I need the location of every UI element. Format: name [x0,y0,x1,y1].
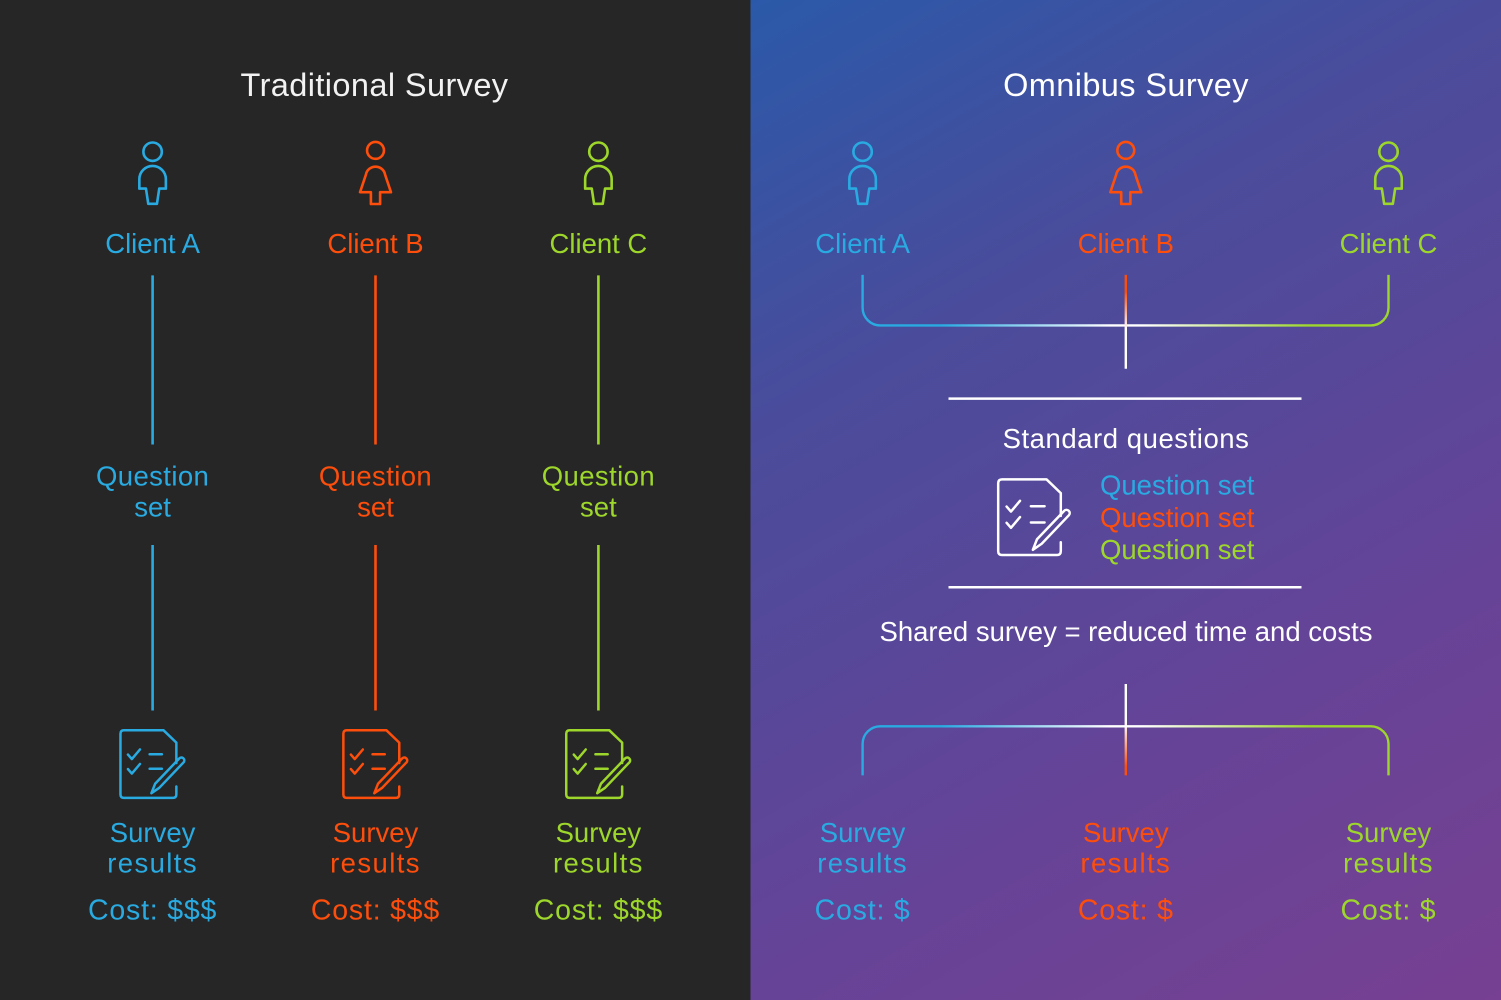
svg-text:results: results [1343,848,1434,879]
svg-text:Client C: Client C [1340,228,1438,259]
svg-text:Client A: Client A [105,228,200,259]
svg-text:Survey: Survey [333,817,419,848]
svg-text:Question: Question [319,461,432,492]
svg-text:Cost: $$$: Cost: $$$ [534,895,663,927]
svg-text:results: results [107,848,198,879]
svg-text:Client A: Client A [815,228,910,259]
svg-text:Cost: $$$: Cost: $$$ [88,895,217,927]
svg-text:results: results [817,848,908,879]
svg-text:Cost: $: Cost: $ [1341,895,1437,927]
svg-text:set: set [134,491,171,522]
svg-text:Omnibus Survey: Omnibus Survey [1003,67,1249,103]
svg-text:Traditional Survey: Traditional Survey [241,67,509,103]
svg-text:Survey: Survey [1346,817,1432,848]
svg-text:Cost: $$$: Cost: $$$ [311,895,440,927]
svg-text:Standard questions: Standard questions [1003,423,1250,454]
svg-text:set: set [580,491,617,522]
svg-text:Survey: Survey [556,817,642,848]
svg-text:Question: Question [542,461,655,492]
svg-text:Question: Question [96,461,209,492]
svg-text:Question set: Question set [1100,534,1255,565]
svg-text:Cost: $: Cost: $ [1078,895,1174,927]
svg-text:Client C: Client C [549,228,647,259]
svg-text:results: results [553,848,644,879]
svg-text:Question set: Question set [1100,502,1255,533]
svg-text:Client B: Client B [327,228,423,259]
svg-text:Client B: Client B [1078,228,1174,259]
svg-text:Survey: Survey [1083,817,1169,848]
svg-text:Survey: Survey [820,817,906,848]
svg-text:Cost: $: Cost: $ [815,895,911,927]
svg-text:set: set [357,491,394,522]
svg-text:Question set: Question set [1100,470,1255,501]
svg-text:results: results [330,848,421,879]
svg-text:results: results [1080,848,1171,879]
svg-text:Survey: Survey [110,817,196,848]
svg-text:Shared survey = reduced time a: Shared survey = reduced time and costs [880,616,1373,647]
